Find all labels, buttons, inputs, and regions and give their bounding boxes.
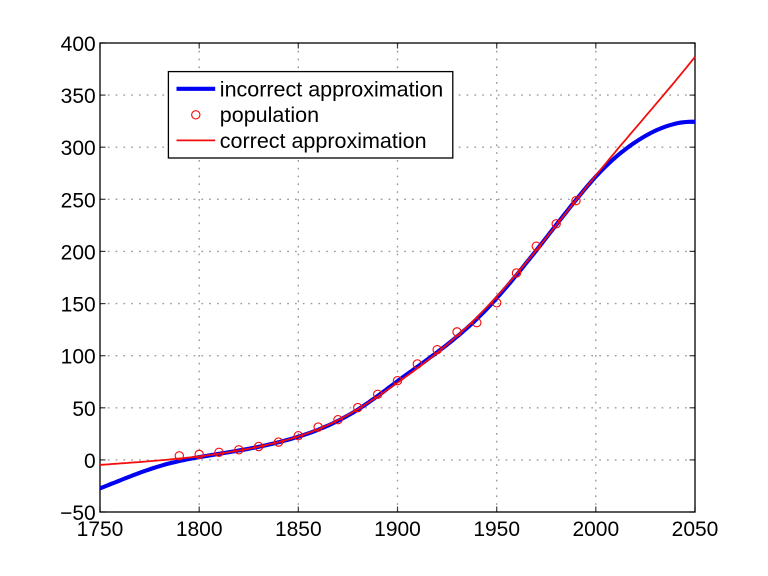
svg-text:population: population bbox=[220, 103, 319, 127]
svg-text:250: 250 bbox=[61, 189, 96, 212]
svg-text:0: 0 bbox=[84, 450, 96, 473]
svg-text:300: 300 bbox=[61, 137, 96, 160]
svg-text:−50: −50 bbox=[60, 502, 96, 525]
svg-text:correct approximation: correct approximation bbox=[220, 129, 427, 153]
svg-text:100: 100 bbox=[61, 346, 96, 369]
svg-text:incorrect approximation: incorrect approximation bbox=[220, 77, 443, 101]
svg-text:1950: 1950 bbox=[473, 518, 520, 541]
svg-text:2000: 2000 bbox=[572, 518, 619, 541]
svg-text:50: 50 bbox=[72, 398, 95, 421]
svg-text:150: 150 bbox=[61, 294, 96, 317]
svg-text:1750: 1750 bbox=[77, 518, 124, 541]
svg-text:400: 400 bbox=[61, 33, 96, 56]
svg-text:350: 350 bbox=[61, 85, 96, 108]
svg-text:1850: 1850 bbox=[275, 518, 322, 541]
svg-text:200: 200 bbox=[61, 241, 96, 264]
svg-text:2050: 2050 bbox=[672, 518, 719, 541]
svg-text:1900: 1900 bbox=[374, 518, 421, 541]
svg-text:1800: 1800 bbox=[176, 518, 223, 541]
